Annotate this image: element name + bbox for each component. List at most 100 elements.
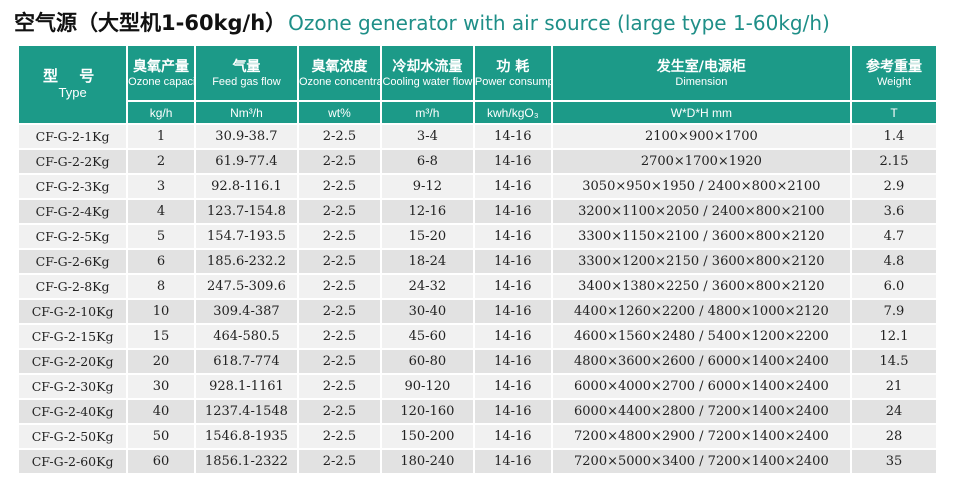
cell-power: 14-16 [474,450,551,473]
cell-power: 14-16 [474,175,551,198]
cell-concentration: 2-2.5 [299,325,380,348]
cell-dimension: 2700×1700×1920 [552,150,850,173]
cell-dimension: 7200×4800×2900 / 7200×1400×2400 [552,425,850,448]
spec-table: 型 号 Type 臭氧产量 Ozone capacity 气量 Feed gas… [17,44,938,475]
cell-weight: 21 [852,375,936,398]
cell-model: CF-G-2-30Kg [19,375,127,398]
unit-concentration: wt% [299,102,380,123]
cell-feed-gas: 123.7-154.8 [195,200,297,223]
cell-cooling: 30-40 [381,300,473,323]
cell-concentration: 2-2.5 [299,275,380,298]
cell-weight: 12.1 [852,325,936,348]
cell-model: CF-G-2-1Kg [19,125,127,148]
cell-power: 14-16 [474,275,551,298]
cell-power: 14-16 [474,425,551,448]
cell-concentration: 2-2.5 [299,150,380,173]
cell-cooling: 120-160 [381,400,473,423]
title-en: Ozone generator with air source (large t… [288,11,830,35]
cell-model: CF-G-2-6Kg [19,250,127,273]
cell-capacity: 20 [128,350,194,373]
cell-weight: 35 [852,450,936,473]
unit-weight: T [852,102,936,123]
cell-feed-gas: 1237.4-1548 [195,400,297,423]
cell-model: CF-G-2-10Kg [19,300,127,323]
cell-cooling: 150-200 [381,425,473,448]
cell-model: CF-G-2-2Kg [19,150,127,173]
cell-concentration: 2-2.5 [299,250,380,273]
cell-capacity: 50 [128,425,194,448]
cell-concentration: 2-2.5 [299,200,380,223]
table-row: CF-G-2-3Kg 3 92.8-116.1 2-2.5 9-12 14-16… [19,175,936,198]
table-row: CF-G-2-60Kg 60 1856.1-2322 2-2.5 180-240… [19,450,936,473]
cell-capacity: 40 [128,400,194,423]
table-row: CF-G-2-15Kg 15 464-580.5 2-2.5 45-60 14-… [19,325,936,348]
cell-capacity: 1 [128,125,194,148]
cell-dimension: 3050×950×1950 / 2400×800×2100 [552,175,850,198]
unit-cooling: m³/h [381,102,473,123]
table-row: CF-G-2-6Kg 6 185.6-232.2 2-2.5 18-24 14-… [19,250,936,273]
cell-weight: 24 [852,400,936,423]
cell-capacity: 5 [128,225,194,248]
cell-cooling: 18-24 [381,250,473,273]
cell-weight: 4.8 [852,250,936,273]
cell-model: CF-G-2-20Kg [19,350,127,373]
cell-feed-gas: 61.9-77.4 [195,150,297,173]
cell-power: 14-16 [474,200,551,223]
cell-feed-gas: 928.1-1161 [195,375,297,398]
cell-capacity: 60 [128,450,194,473]
header-power: 功 耗 Power consumption [474,46,551,100]
cell-dimension: 6000×4400×2800 / 7200×1400×2400 [552,400,850,423]
cell-weight: 1.4 [852,125,936,148]
cell-concentration: 2-2.5 [299,175,380,198]
cell-dimension: 2100×900×1700 [552,125,850,148]
cell-power: 14-16 [474,225,551,248]
cell-model: CF-G-2-15Kg [19,325,127,348]
cell-dimension: 3400×1380×2250 / 3600×800×2120 [552,275,850,298]
cell-power: 14-16 [474,250,551,273]
cell-weight: 2.15 [852,150,936,173]
cell-weight: 2.9 [852,175,936,198]
cell-capacity: 10 [128,300,194,323]
cell-dimension: 4800×3600×2600 / 6000×1400×2400 [552,350,850,373]
cell-weight: 4.7 [852,225,936,248]
cell-cooling: 15-20 [381,225,473,248]
header-model: 型 号 Type [19,46,127,123]
cell-weight: 28 [852,425,936,448]
table-row: CF-G-2-1Kg 1 30.9-38.7 2-2.5 3-4 14-16 2… [19,125,936,148]
table-row: CF-G-2-2Kg 2 61.9-77.4 2-2.5 6-8 14-16 2… [19,150,936,173]
cell-dimension: 3300×1200×2150 / 3600×800×2120 [552,250,850,273]
table-row: CF-G-2-50Kg 50 1546.8-1935 2-2.5 150-200… [19,425,936,448]
cell-dimension: 4400×1260×2200 / 4800×1000×2120 [552,300,850,323]
cell-concentration: 2-2.5 [299,450,380,473]
cell-feed-gas: 154.7-193.5 [195,225,297,248]
table-row: CF-G-2-5Kg 5 154.7-193.5 2-2.5 15-20 14-… [19,225,936,248]
unit-power: kwh/kgO₃ [474,102,551,123]
cell-feed-gas: 1546.8-1935 [195,425,297,448]
cell-model: CF-G-2-4Kg [19,200,127,223]
cell-feed-gas: 30.9-38.7 [195,125,297,148]
cell-dimension: 3300×1150×2100 / 3600×800×2120 [552,225,850,248]
cell-dimension: 7200×5000×3400 / 7200×1400×2400 [552,450,850,473]
cell-concentration: 2-2.5 [299,425,380,448]
cell-feed-gas: 185.6-232.2 [195,250,297,273]
table-row: CF-G-2-10Kg 10 309.4-387 2-2.5 30-40 14-… [19,300,936,323]
cell-model: CF-G-2-3Kg [19,175,127,198]
unit-row: kg/h Nm³/h wt% m³/h kwh/kgO₃ W*D*H mm T [19,102,936,123]
cell-capacity: 30 [128,375,194,398]
table-row: CF-G-2-30Kg 30 928.1-1161 2-2.5 90-120 1… [19,375,936,398]
cell-power: 14-16 [474,350,551,373]
cell-capacity: 4 [128,200,194,223]
cell-capacity: 3 [128,175,194,198]
cell-power: 14-16 [474,150,551,173]
cell-feed-gas: 464-580.5 [195,325,297,348]
cell-capacity: 2 [128,150,194,173]
cell-cooling: 45-60 [381,325,473,348]
table-row: CF-G-2-4Kg 4 123.7-154.8 2-2.5 12-16 14-… [19,200,936,223]
table-row: CF-G-2-8Kg 8 247.5-309.6 2-2.5 24-32 14-… [19,275,936,298]
header-feed-gas: 气量 Feed gas flow [195,46,297,100]
header-row: 型 号 Type 臭氧产量 Ozone capacity 气量 Feed gas… [19,46,936,123]
header-capacity: 臭氧产量 Ozone capacity [128,46,194,100]
cell-cooling: 3-4 [381,125,473,148]
cell-model: CF-G-2-60Kg [19,450,127,473]
page-title: 空气源（大型机1-60kg/h） Ozone generator with air… [14,6,830,40]
